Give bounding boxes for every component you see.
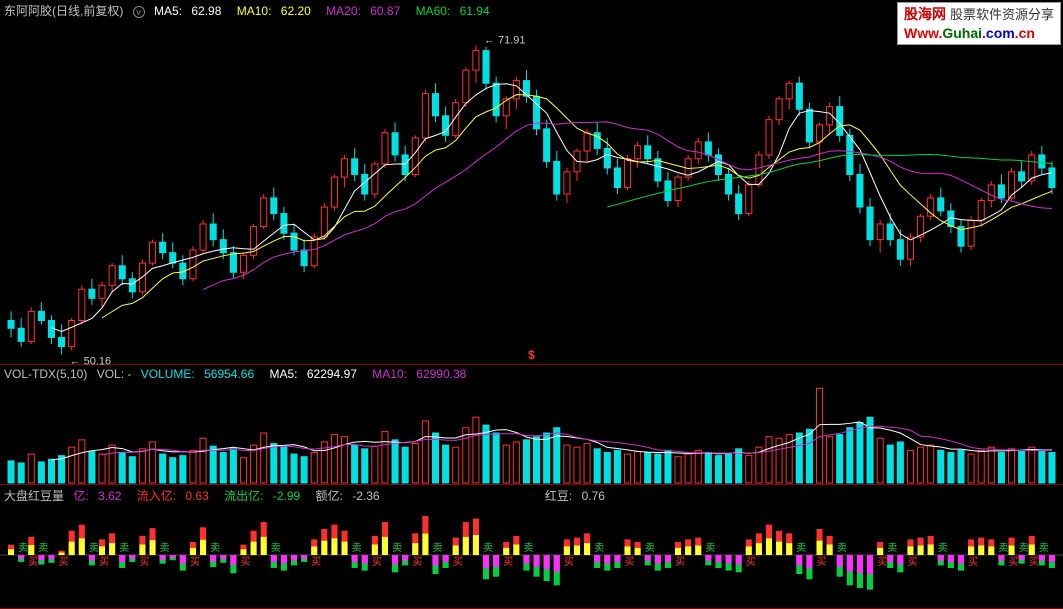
stock-name: 东阿阿胶(日线,前复权) <box>4 4 123 18</box>
ind-out-label: 流出亿: <box>224 489 263 503</box>
svg-text:卖: 卖 <box>1039 542 1049 554</box>
svg-text:买: 买 <box>746 556 756 568</box>
svg-text:买: 买 <box>625 556 635 568</box>
svg-text:卖: 卖 <box>271 542 281 554</box>
vol-dash: VOL: - <box>97 367 132 381</box>
svg-text:买: 买 <box>968 556 978 568</box>
svg-text:买: 买 <box>372 556 382 568</box>
svg-text:买: 买 <box>240 556 250 568</box>
svg-text:卖: 卖 <box>432 542 442 554</box>
svg-text:卖: 卖 <box>796 542 806 554</box>
watermark-badge: 股海网股票软件资源分享 Www.Guhai.com.cn <box>897 2 1061 45</box>
ma60-label: MA60: <box>416 4 451 18</box>
svg-text:卖: 卖 <box>483 542 493 554</box>
svg-text:卖: 卖 <box>645 542 655 554</box>
indicator-header: 大盘红豆量 亿: 3.62 流入亿: 0.63 流出亿: -2.99 额亿: -… <box>4 487 1059 504</box>
vol-name: VOL-TDX(5,10) <box>4 367 87 381</box>
svg-text:← 71.91: ← 71.91 <box>484 34 526 46</box>
ma20-val: 60.87 <box>370 4 400 18</box>
svg-text:卖: 卖 <box>392 542 402 554</box>
svg-text:买: 买 <box>28 556 38 568</box>
svg-text:买: 买 <box>675 556 685 568</box>
ma5-val: 62.98 <box>191 4 221 18</box>
price-chart-panel[interactable]: 东阿阿胶(日线,前复权) v MA5: 62.98 MA10: 62.20 MA… <box>0 0 1063 365</box>
watermark-url-com: com <box>986 25 1015 41</box>
svg-text:卖: 卖 <box>938 542 948 554</box>
svg-text:$: $ <box>528 348 535 362</box>
ind-out-val: -2.99 <box>273 489 300 503</box>
svg-text:← 50.16: ← 50.16 <box>70 355 112 365</box>
svg-text:卖: 卖 <box>705 542 715 554</box>
volume-val: 56954.66 <box>204 367 254 381</box>
watermark-brand: 股海网 <box>904 6 946 22</box>
vol-ma5-val: 62294.97 <box>307 367 357 381</box>
svg-text:买: 买 <box>907 556 917 568</box>
ma10-label: MA10: <box>237 4 272 18</box>
svg-text:卖: 卖 <box>523 542 533 554</box>
svg-text:买: 买 <box>59 556 69 568</box>
svg-text:卖: 卖 <box>837 542 847 554</box>
indicator-chart-panel[interactable]: 大盘红豆量 亿: 3.62 流入亿: 0.63 流出亿: -2.99 额亿: -… <box>0 485 1063 609</box>
volume-chart-panel[interactable]: VOL-TDX(5,10) VOL: - VOLUME: 56954.66 MA… <box>0 365 1063 485</box>
price-chart-svg: ← 71.91 ← 50.16 $ <box>0 0 1063 365</box>
ind-name: 大盘红豆量 <box>4 489 64 503</box>
ma60-val: 61.94 <box>460 4 490 18</box>
svg-text:买: 买 <box>1029 556 1039 568</box>
ma10-val: 62.20 <box>281 4 311 18</box>
svg-text:卖: 卖 <box>38 542 48 554</box>
svg-text:买: 买 <box>311 556 321 568</box>
svg-text:卖: 卖 <box>18 542 28 554</box>
svg-text:卖: 卖 <box>89 542 99 554</box>
svg-text:卖: 卖 <box>887 542 897 554</box>
volume-label: VOLUME: <box>141 367 195 381</box>
vol-ma10-label: MA10: <box>372 367 407 381</box>
svg-text:买: 买 <box>453 556 463 568</box>
watermark-url-www: Www. <box>904 25 942 41</box>
ind-yi-label: 亿: <box>73 489 88 503</box>
svg-text:买: 买 <box>503 556 513 568</box>
svg-text:买: 买 <box>99 556 109 568</box>
ind-in-val: 0.63 <box>185 489 208 503</box>
svg-text:卖: 卖 <box>160 542 170 554</box>
svg-text:卖: 卖 <box>119 542 129 554</box>
vol-ma10-val: 62990.38 <box>416 367 466 381</box>
ind-diff-label: 额亿: <box>316 489 343 503</box>
svg-text:买: 买 <box>877 556 887 568</box>
svg-text:买: 买 <box>139 556 149 568</box>
svg-text:买: 买 <box>1009 556 1019 568</box>
svg-text:买: 买 <box>817 556 827 568</box>
volume-chart-svg <box>0 365 1063 485</box>
svg-text:卖: 卖 <box>594 542 604 554</box>
volume-header: VOL-TDX(5,10) VOL: - VOLUME: 56954.66 MA… <box>4 367 1059 381</box>
ind-in-label: 流入亿: <box>137 489 176 503</box>
ind-diff-val: -2.36 <box>352 489 379 503</box>
svg-text:买: 买 <box>412 556 422 568</box>
ma20-label: MA20: <box>326 4 361 18</box>
svg-text:卖: 卖 <box>210 542 220 554</box>
svg-text:卖: 卖 <box>1019 542 1029 554</box>
svg-text:买: 买 <box>190 556 200 568</box>
svg-text:卖: 卖 <box>352 542 362 554</box>
info-icon[interactable]: v <box>133 6 145 18</box>
ma5-label: MA5: <box>154 4 182 18</box>
ind-yi-val: 3.62 <box>98 489 121 503</box>
watermark-url-guhai: Guhai <box>942 25 982 41</box>
ind-hongdou-val: 0.76 <box>582 489 605 503</box>
ind-hongdou-label: 红豆: <box>545 489 572 503</box>
watermark-subtitle: 股票软件资源分享 <box>950 7 1054 22</box>
vol-ma5-label: MA5: <box>270 367 298 381</box>
svg-text:买: 买 <box>564 556 574 568</box>
svg-text:卖: 卖 <box>998 542 1008 554</box>
